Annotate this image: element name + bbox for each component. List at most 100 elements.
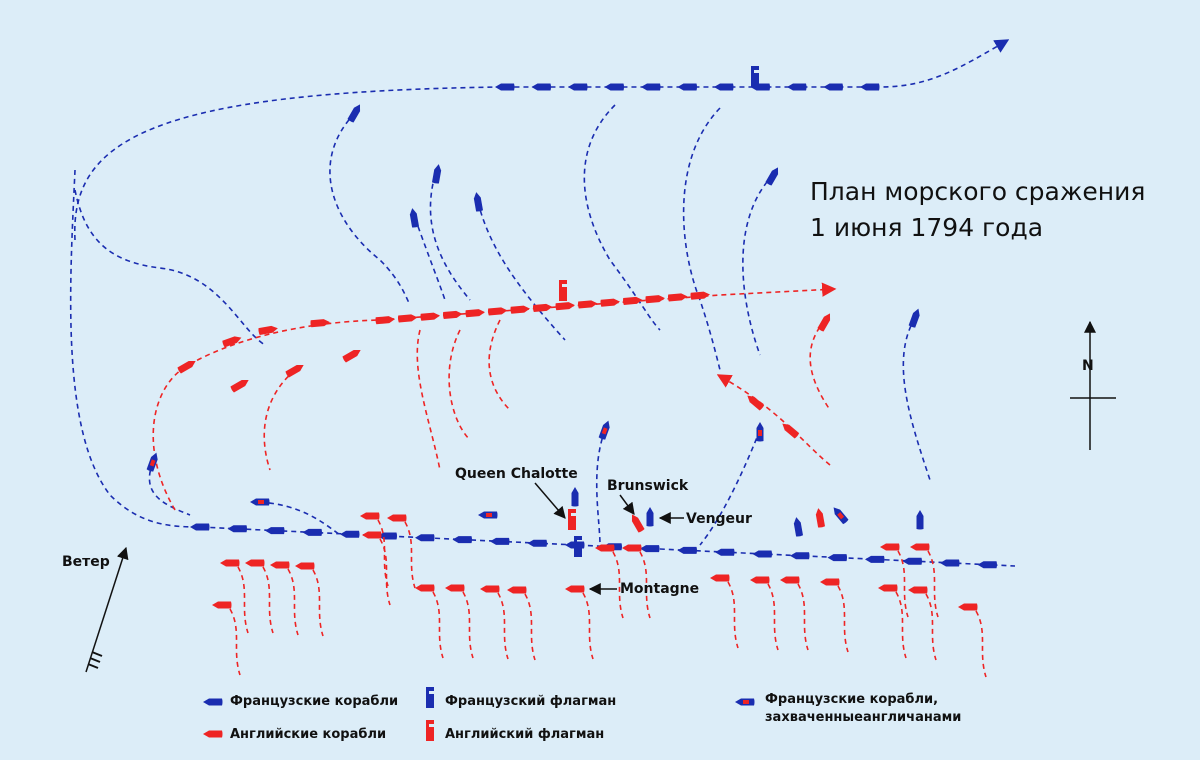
ship (750, 576, 770, 584)
ship (595, 544, 615, 552)
ship (445, 584, 465, 592)
ship (245, 559, 265, 567)
ship (622, 296, 643, 305)
ship (420, 312, 440, 321)
ship (677, 83, 697, 91)
french-track (429, 174, 471, 301)
ship (715, 548, 735, 556)
ship (285, 364, 304, 378)
french-track (329, 112, 411, 306)
legend-label: Французские корабли, (765, 692, 938, 707)
flagship (426, 720, 434, 741)
legend-label: Французский флагман (445, 694, 616, 709)
ship (340, 530, 360, 538)
ship (641, 83, 661, 91)
ship (397, 314, 418, 323)
english-track (488, 319, 511, 411)
ship (507, 586, 527, 594)
ship (780, 576, 800, 584)
french-track (259, 501, 341, 536)
ship (495, 83, 515, 91)
annotations: План морского сражения 1 июня 1794 года … (62, 177, 1145, 742)
ship (203, 730, 223, 738)
ship (222, 336, 242, 348)
french-track (583, 104, 661, 331)
french-track (414, 217, 446, 301)
english-track (809, 319, 831, 411)
legend: Французские корабли Французский флагман … (230, 692, 961, 742)
ship (827, 554, 847, 562)
legend-label: Английский флагман (445, 727, 604, 742)
english-track (925, 593, 937, 661)
ship (910, 543, 930, 551)
english-track (263, 369, 296, 471)
ship (442, 310, 463, 320)
ship (902, 557, 922, 565)
captured-ship (146, 452, 158, 472)
ship-label: Vengeur (686, 511, 752, 527)
ship (473, 192, 484, 212)
ship (714, 83, 734, 91)
ship-label: Queen Chalotte (455, 466, 578, 482)
ship (510, 305, 530, 314)
ship (302, 528, 322, 536)
label-arrow (534, 482, 566, 519)
ship (415, 534, 435, 542)
ship (203, 698, 223, 706)
english-track (582, 592, 594, 660)
ship (565, 585, 585, 593)
ships (146, 66, 997, 741)
ship (908, 586, 928, 594)
ship (360, 512, 380, 520)
french-track (74, 189, 266, 346)
ship (377, 532, 397, 540)
ship (747, 395, 765, 411)
ship (230, 379, 249, 393)
title-line: План морского сражения (810, 177, 1145, 206)
ship (940, 559, 960, 567)
english-track (797, 583, 809, 651)
ship (640, 545, 660, 553)
ship (880, 543, 900, 551)
ship (690, 291, 710, 300)
ship (860, 83, 880, 91)
wind-label: Ветер (62, 554, 110, 570)
ship (532, 303, 553, 312)
ship (677, 546, 697, 554)
french-track (74, 39, 1010, 241)
ship (490, 537, 510, 545)
french-track (477, 201, 566, 341)
english-track (229, 608, 241, 676)
ship (823, 83, 843, 91)
ship (342, 349, 361, 363)
ship (258, 325, 278, 336)
ship (667, 293, 688, 302)
ship (782, 423, 800, 439)
ship (527, 539, 547, 547)
ship (220, 559, 240, 567)
ship (622, 544, 642, 552)
english-track (312, 569, 324, 637)
ship (958, 603, 978, 611)
ship (865, 555, 885, 563)
english-track (448, 329, 471, 441)
ship (815, 508, 826, 528)
english-track (237, 566, 249, 634)
english-track (404, 521, 416, 589)
captured-ship (250, 498, 270, 506)
ship (212, 601, 232, 609)
ship (765, 167, 779, 186)
ship (646, 507, 654, 527)
captured-ship (735, 698, 755, 706)
tracks (69, 39, 1016, 567)
english-track (432, 591, 444, 659)
english-track (262, 566, 274, 634)
captured-ship (833, 507, 849, 525)
french-track (682, 107, 721, 371)
compass: N (1070, 320, 1116, 450)
ship (227, 525, 247, 533)
ship (487, 307, 508, 316)
english-track (524, 593, 536, 661)
ship (568, 83, 588, 91)
ship (190, 523, 210, 531)
